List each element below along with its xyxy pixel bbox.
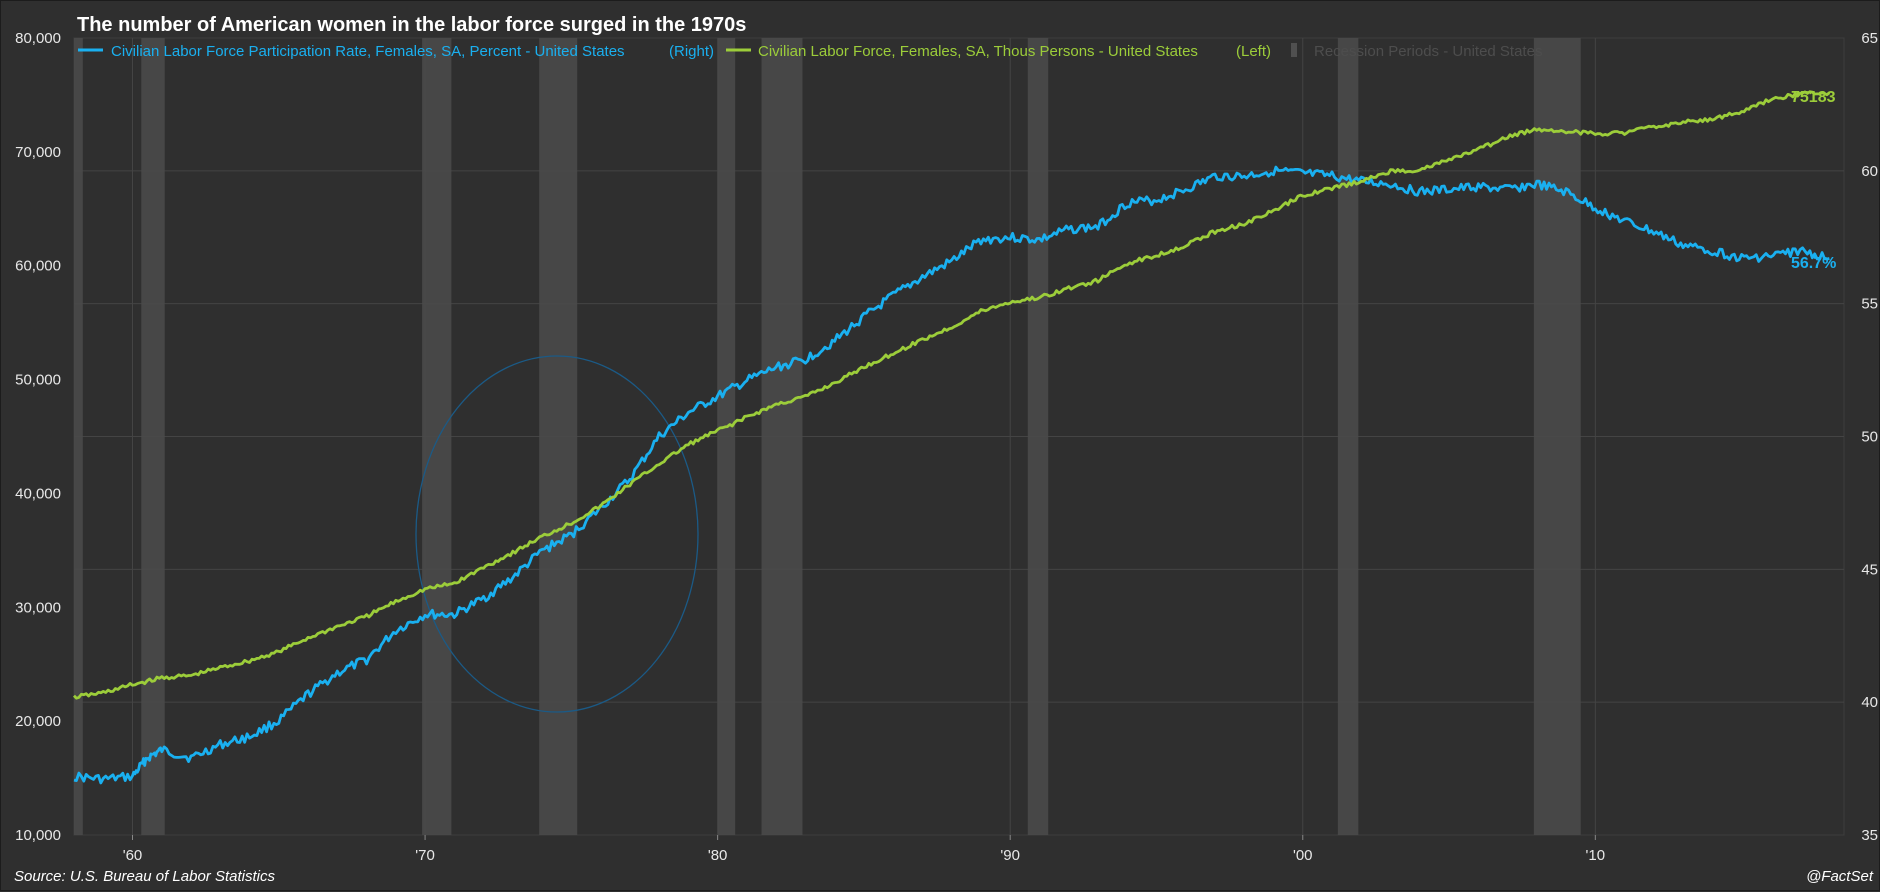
recession-band — [539, 38, 578, 835]
y-left-tick-label: 40,000 — [15, 485, 61, 502]
recession-band — [1533, 38, 1581, 835]
annotation-ellipse — [415, 355, 699, 713]
recession-band — [1337, 38, 1359, 835]
y-left-tick-label: 10,000 — [15, 827, 61, 844]
series-line-participation-rate — [73, 165, 1830, 785]
end-label-labor-force: 75183 — [1791, 89, 1836, 106]
chart-title: The number of American women in the labo… — [77, 14, 746, 36]
legend-label-participation-rate: Civilian Labor Force Participation Rate,… — [111, 43, 625, 60]
recession-band — [74, 38, 83, 835]
recession-band — [717, 38, 736, 835]
legend-axis-labor-force: (Left) — [1236, 43, 1271, 60]
y-left-tick-label: 50,000 — [15, 372, 61, 389]
series-layer — [72, 90, 1831, 785]
recession-band — [1027, 38, 1049, 835]
y-left-tick-label: 30,000 — [15, 599, 61, 616]
legend-label-recession: Recession Periods - United States — [1314, 43, 1542, 60]
y-right-tick-label: 60 — [1861, 163, 1878, 180]
recession-layer — [74, 38, 1581, 835]
y-right-tick-label: 55 — [1861, 296, 1878, 313]
recession-band — [422, 38, 452, 835]
y-right-tick-label: 35 — [1861, 827, 1878, 844]
end-label-participation-rate: 56.7% — [1791, 255, 1836, 272]
y-left-tick-label: 60,000 — [15, 258, 61, 275]
brand-watermark: @FactSet — [1806, 868, 1874, 885]
y-right-tick-label: 45 — [1861, 561, 1878, 578]
x-tick-label: '00 — [1293, 847, 1313, 864]
source-note: Source: U.S. Bureau of Labor Statistics — [14, 868, 275, 885]
y-right-tick-label: 40 — [1861, 694, 1878, 711]
y-right-tick-label: 50 — [1861, 429, 1878, 446]
axis-layer: 65 60 55 50 45 40 35 80,000 70,000 60,000 50,000 40… — [15, 30, 1878, 864]
y-left-tick-label: 80,000 — [15, 30, 61, 47]
legend: Civilian Labor Force Participation Rate,… — [78, 43, 1542, 60]
y-right-tick-label: 65 — [1861, 30, 1878, 47]
x-tick-label: '10 — [1586, 847, 1606, 864]
x-tick-label: '90 — [1000, 847, 1020, 864]
x-tick-label: '70 — [415, 847, 435, 864]
legend-swatch-recession — [1291, 43, 1297, 57]
recession-band — [141, 38, 165, 835]
legend-label-labor-force: Civilian Labor Force, Females, SA, Thous… — [758, 43, 1198, 60]
recession-band — [761, 38, 803, 835]
y-left-tick-label: 70,000 — [15, 144, 61, 161]
legend-axis-participation-rate: (Right) — [669, 43, 714, 60]
x-tick-label: '60 — [123, 847, 143, 864]
series-line-labor-force — [72, 90, 1831, 700]
x-tick-label: '80 — [708, 847, 728, 864]
y-left-tick-label: 20,000 — [15, 713, 61, 730]
